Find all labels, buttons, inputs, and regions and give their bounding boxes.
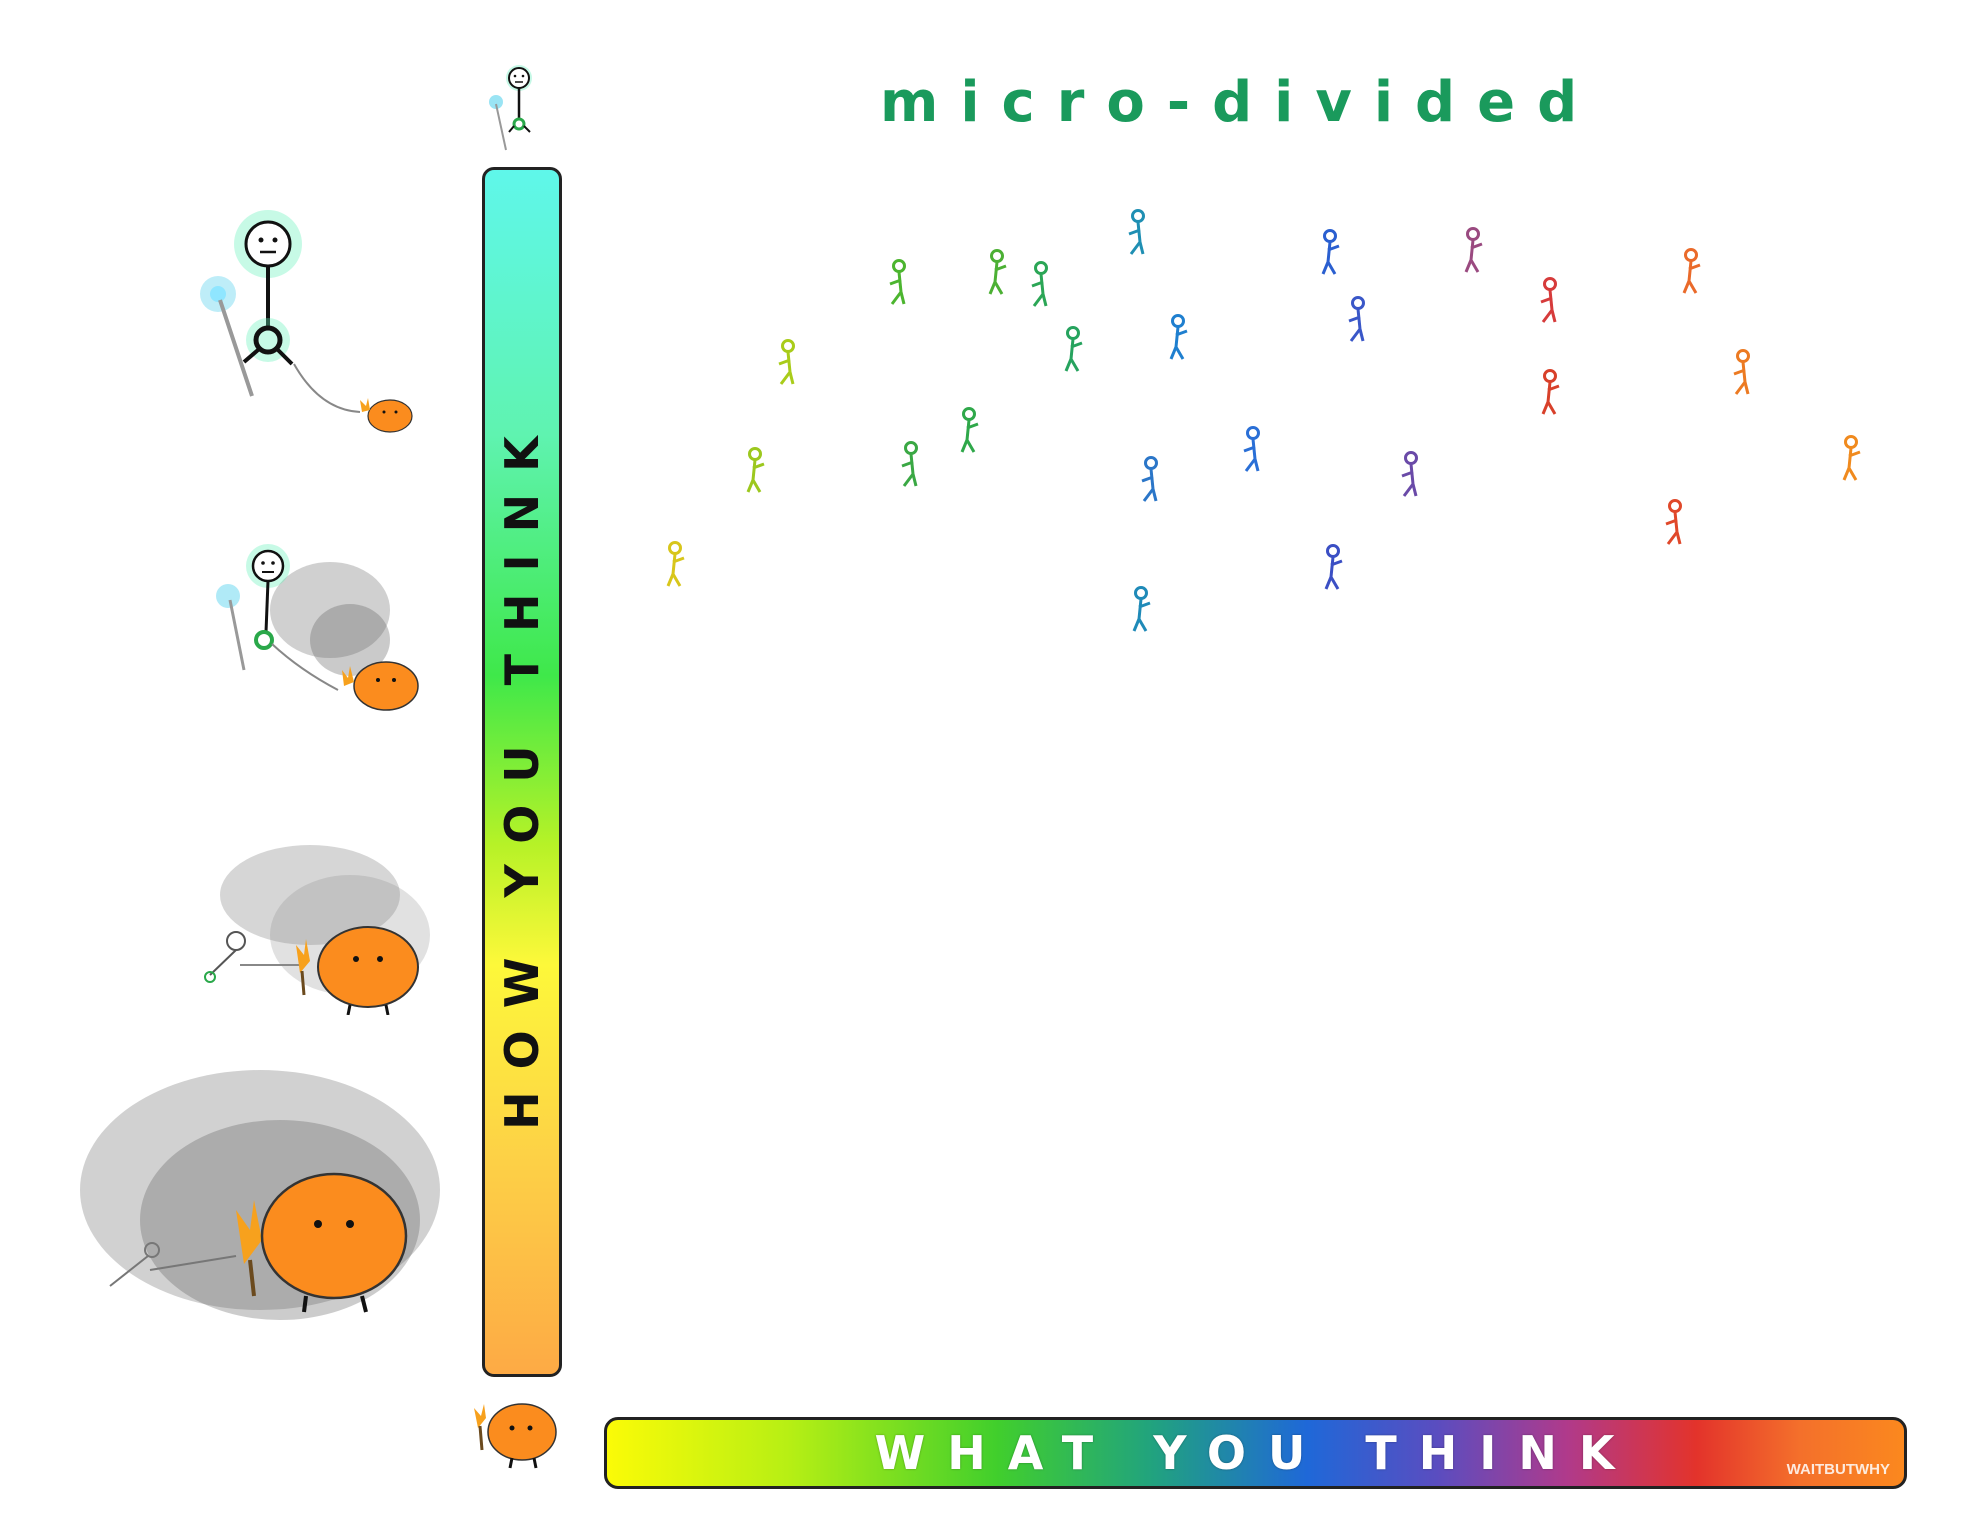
stick-figure-icon (1243, 426, 1260, 472)
how-you-think-axis-bar: HOW YOU THINK (482, 167, 562, 1377)
stick-figure-icon (1128, 209, 1145, 255)
stick-figure-icon (1665, 499, 1682, 545)
stick-figure-icon (1064, 326, 1083, 372)
stick-figure-icon (1324, 544, 1343, 590)
stage-3-illustration (204, 845, 430, 1015)
stick-figure-icon (1401, 451, 1418, 497)
chart-title: micro-divided (880, 70, 1600, 135)
what-you-think-axis-bar: WHAT YOU THINK WAITBUTWHY (604, 1417, 1907, 1489)
how-you-think-label: HOW YOU THINK (495, 414, 549, 1130)
stage-2-illustration (216, 544, 419, 711)
what-you-think-label: WHAT YOU THINK (874, 1426, 1637, 1480)
stick-figure-icon (1031, 261, 1048, 307)
stick-figure-icon (1141, 456, 1158, 502)
stage-1-illustration (200, 210, 413, 433)
stick-figure-icon (1321, 229, 1340, 275)
stick-figure-icon (1348, 296, 1365, 342)
stick-figure-icon (889, 259, 906, 305)
waitbutwhy-watermark: WAITBUTWHY (1786, 1461, 1890, 1478)
stick-figure-icon (960, 407, 979, 453)
stick-figure-icon (1842, 435, 1861, 481)
stick-figure-icon (901, 441, 918, 487)
primitive-mind-monster-icon (474, 1403, 557, 1469)
stick-figure-icon (1540, 277, 1557, 323)
stick-figure-icon (1682, 248, 1701, 294)
stick-figure-icon (489, 65, 532, 151)
stick-figure-icon (988, 249, 1007, 295)
stick-figure-icon (1733, 349, 1750, 395)
stick-figure-icon (1464, 227, 1483, 273)
stick-figure-icon (666, 541, 685, 587)
stick-figure-icon (1132, 586, 1151, 632)
stick-figure-icon (1541, 369, 1560, 415)
stick-figure-icon (1169, 314, 1188, 360)
stick-figure-icon (778, 339, 795, 385)
stage-4-illustration (80, 1070, 440, 1320)
stick-figure-icon (746, 447, 765, 493)
